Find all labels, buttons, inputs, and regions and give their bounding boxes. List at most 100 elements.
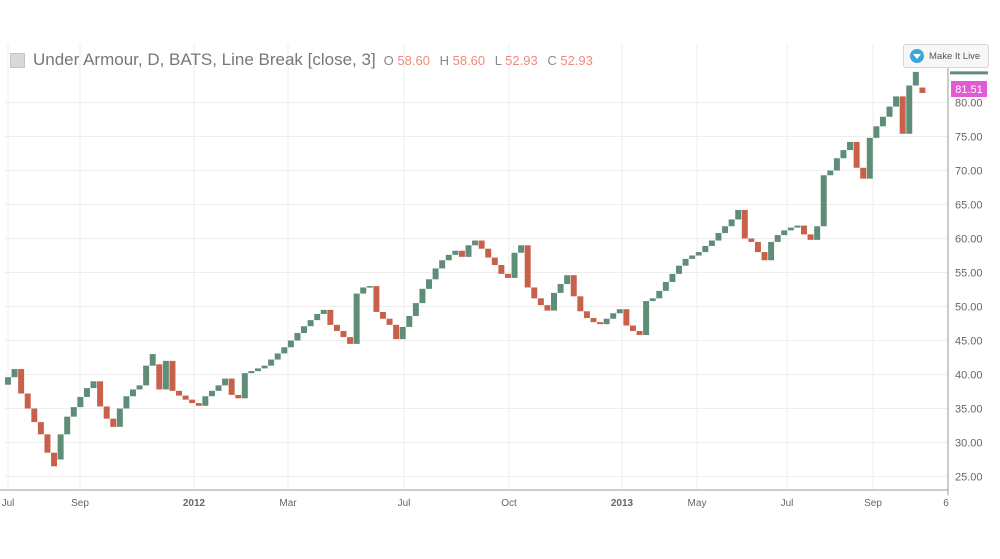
up-brick [814,226,821,240]
up-brick [847,141,854,151]
up-brick [511,252,518,278]
up-brick [662,282,669,291]
y-tick-label: 45.00 [955,336,983,348]
y-tick-label: 80.00 [955,98,983,110]
down-brick [590,318,597,323]
up-brick [866,137,873,179]
down-brick [498,265,505,274]
x-tick-label: Sep [71,498,89,509]
down-brick [51,452,58,467]
y-tick-label: 30.00 [955,438,983,450]
down-brick [485,248,492,258]
down-brick [899,96,906,134]
up-brick [603,318,610,325]
y-tick-label: 65.00 [955,200,983,212]
down-brick [340,330,347,338]
up-brick [83,388,90,397]
x-tick-label: Jul [781,498,794,509]
up-brick [722,226,729,234]
down-brick [919,87,926,93]
y-tick-label: 55.00 [955,268,983,280]
up-brick [426,279,433,289]
x-tick-label: May [688,498,707,509]
down-brick [491,257,498,266]
up-brick [314,313,321,321]
down-brick [597,322,604,325]
down-brick [386,318,393,325]
high-key: H [439,52,449,68]
up-brick [728,219,735,227]
down-brick [741,209,748,239]
up-brick [912,71,919,86]
close-value: 52.93 [560,52,593,68]
y-tick-label: 60.00 [955,234,983,246]
up-brick [873,126,880,138]
up-brick [432,268,439,280]
down-brick [156,364,163,390]
down-brick [228,378,235,395]
down-brick [537,298,544,306]
down-brick [629,325,636,331]
up-brick [320,309,327,314]
ohlc-readout: O 58.60 H 58.60 L 52.93 C 52.93 [378,53,593,68]
down-brick [18,369,25,394]
up-brick [366,286,373,288]
up-brick [669,273,676,283]
down-brick [24,393,31,409]
down-brick [347,337,354,344]
up-brick [833,158,840,171]
y-tick-label: 70.00 [955,166,983,178]
up-brick [215,385,222,391]
last-price-badge [951,81,987,97]
up-brick [689,255,696,259]
x-tick-label: Mar [279,498,297,509]
up-brick [794,225,801,228]
up-brick [307,320,314,327]
last-price-label: 81.51 [955,84,983,96]
up-brick [248,371,255,374]
up-brick [518,245,525,253]
up-brick [715,233,722,241]
up-brick [70,407,77,417]
down-brick [169,360,176,391]
up-brick [360,287,367,294]
y-tick-label: 25.00 [955,472,983,484]
low-key: L [494,52,502,68]
up-brick [682,258,689,266]
up-brick [879,116,886,127]
up-brick [445,254,452,261]
up-brick [610,313,617,319]
up-brick [123,396,130,409]
up-brick [353,293,360,344]
down-brick [458,250,465,257]
make-it-live-label: Make It Live [929,50,981,62]
up-brick [735,209,742,220]
up-brick [149,354,156,366]
up-brick [222,378,229,386]
down-brick [103,406,110,419]
up-brick [116,408,123,427]
y-tick-label: 50.00 [955,302,983,314]
up-brick [90,381,97,389]
down-brick [333,324,340,331]
up-brick [676,265,682,274]
up-brick [452,250,459,255]
chart-title-bar: Under Armour, D, BATS, Line Break [close… [10,50,593,70]
up-brick [781,230,788,236]
up-brick [695,252,702,256]
make-it-live-button[interactable]: Make It Live [903,44,989,68]
up-brick [281,347,288,354]
up-brick [886,106,893,117]
high-value: 58.60 [452,52,486,68]
up-brick [412,303,419,317]
down-brick [807,234,814,240]
up-brick [261,365,268,369]
symbol-settings-icon[interactable] [10,52,25,68]
down-brick [853,141,860,168]
up-brick [656,290,663,299]
up-brick [64,416,71,435]
up-brick [406,316,413,327]
up-brick [274,353,281,360]
up-brick [906,85,913,134]
up-brick [143,365,150,386]
